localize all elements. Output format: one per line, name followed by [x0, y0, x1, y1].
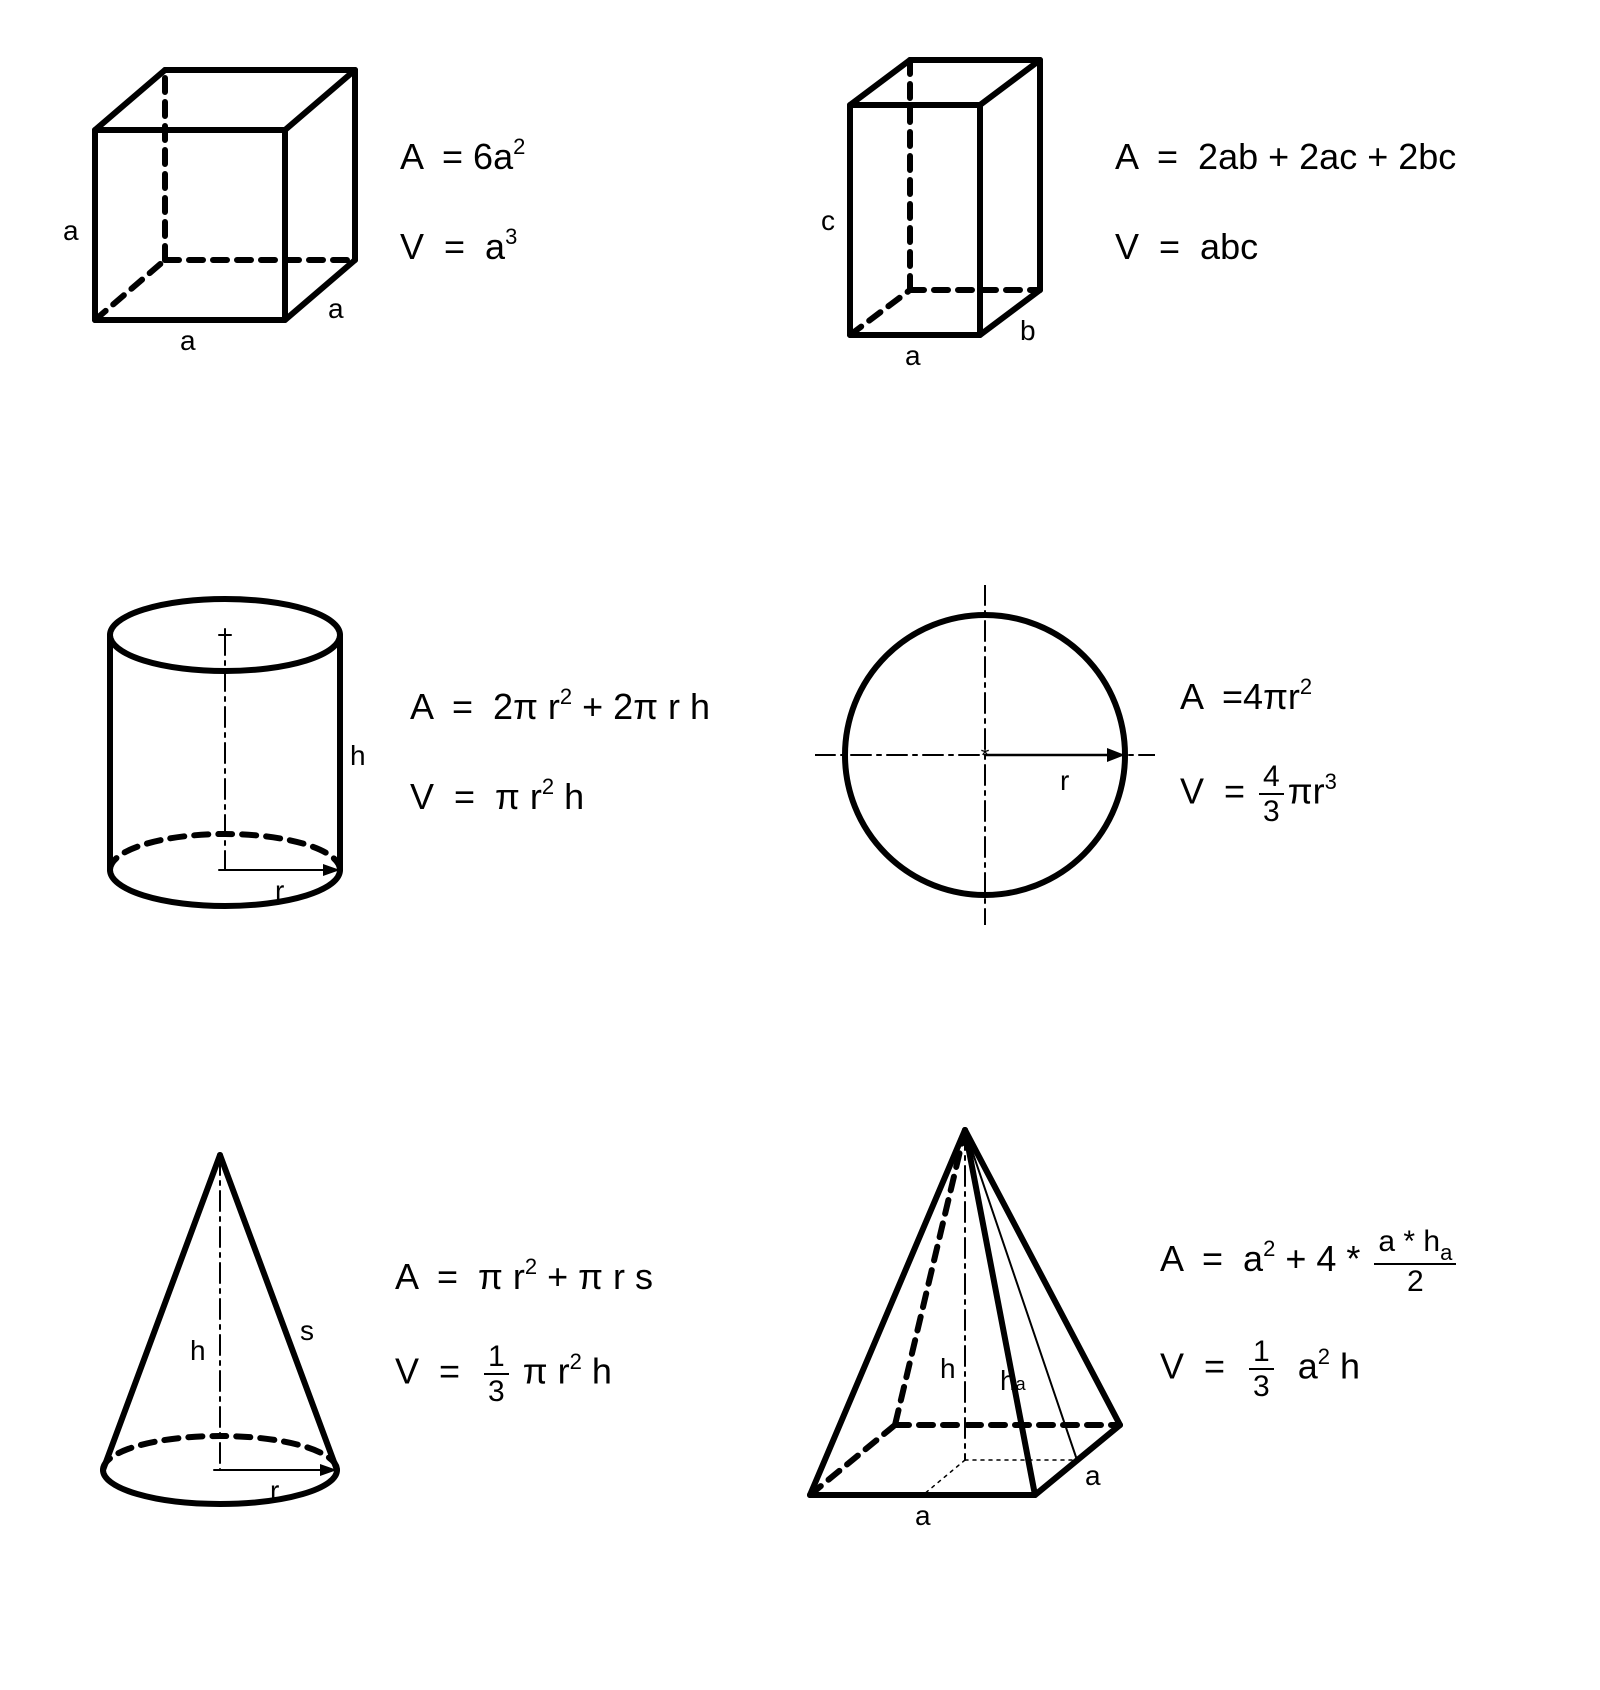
cone-icon	[85, 1140, 355, 1520]
cone-label-r: r	[270, 1475, 279, 1507]
pyramid-cell: h ha a a	[785, 1115, 1145, 1525]
pyramid-label-a2: a	[1085, 1460, 1101, 1492]
svg-text:*: *	[981, 743, 990, 768]
cuboid-icon	[835, 50, 1065, 360]
sphere-label-r: r	[1060, 765, 1069, 797]
cone-label-h: h	[190, 1335, 206, 1367]
cone-label-s: s	[300, 1315, 314, 1347]
cylinder-area-formula: A = 2π r2 + 2π r h	[410, 680, 710, 734]
cuboid-label-a: a	[905, 340, 921, 372]
cube-label-a-right: a	[328, 293, 344, 325]
pyramid-label-h: h	[940, 1353, 956, 1385]
sphere-volume-formula: V = 43πr3	[1180, 760, 1337, 828]
pyramid-area-formula: A = a2 + 4 * a * ha2	[1160, 1225, 1460, 1298]
cuboid-label-b: b	[1020, 315, 1036, 347]
cylinder-label-h: h	[350, 740, 366, 772]
cone-volume-formula: V = 13 π r2 h	[395, 1340, 612, 1408]
cuboid-area-formula: A = 2ab + 2ac + 2bc	[1115, 130, 1456, 184]
pyramid-label-a1: a	[915, 1500, 931, 1532]
sphere-area-formula: A =4πr2	[1180, 670, 1312, 724]
cuboid-label-c: c	[821, 205, 835, 237]
cube-area-formula: A = 6a2	[400, 130, 525, 184]
cylinder-volume-formula: V = π r2 h	[410, 770, 584, 824]
cube-label-a-left: a	[63, 215, 79, 247]
cylinder-icon	[95, 590, 355, 920]
cylinder-label-r: r	[275, 875, 284, 907]
cone-cell: h r s	[85, 1140, 355, 1520]
sphere-cell: * r	[815, 585, 1155, 925]
cuboid-volume-formula: V = abc	[1115, 220, 1258, 274]
cube-cell: a a a	[75, 50, 375, 350]
cube-volume-formula: V = a3	[400, 220, 517, 274]
cuboid-cell: c a b	[835, 50, 1065, 360]
geometry-formula-sheet: a a a A = 6a2 V = a3 c a b A	[0, 0, 1600, 1690]
pyramid-label-ha: ha	[1000, 1365, 1026, 1397]
cylinder-cell: h r	[95, 590, 355, 920]
cone-area-formula: A = π r2 + π r s	[395, 1250, 653, 1304]
pyramid-volume-formula: V = 13 a2 h	[1160, 1335, 1360, 1403]
cube-label-a-bottom: a	[180, 325, 196, 357]
sphere-icon: *	[815, 585, 1155, 925]
